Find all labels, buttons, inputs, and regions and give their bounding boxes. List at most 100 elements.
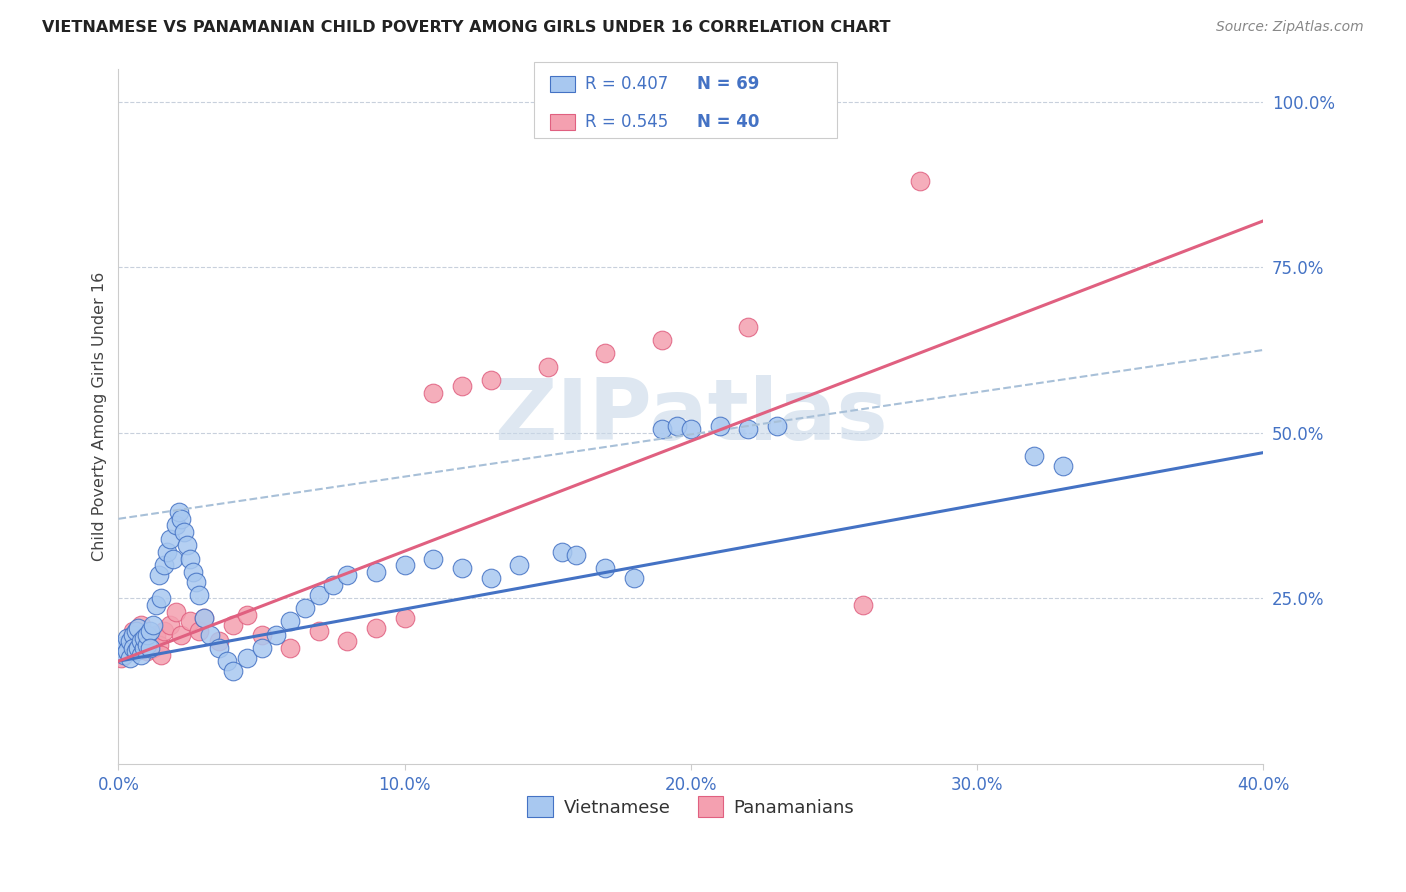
Point	[139, 640, 162, 655]
Point	[737, 422, 759, 436]
Point	[124, 624, 146, 639]
Point	[121, 628, 143, 642]
Point	[159, 532, 181, 546]
Point	[165, 518, 187, 533]
Point	[479, 571, 502, 585]
Text: ZIPatlas: ZIPatlas	[494, 375, 887, 458]
Point	[136, 644, 159, 658]
Point	[162, 551, 184, 566]
Point	[131, 617, 153, 632]
Point	[115, 644, 138, 658]
Point	[508, 558, 530, 573]
Point	[193, 611, 215, 625]
Text: R = 0.545: R = 0.545	[585, 112, 668, 130]
Point	[110, 651, 132, 665]
Point	[278, 615, 301, 629]
Point	[150, 591, 173, 606]
Point	[198, 628, 221, 642]
Point	[121, 640, 143, 655]
Point	[537, 359, 560, 374]
Point	[679, 422, 702, 436]
Point	[250, 628, 273, 642]
Text: R = 0.407: R = 0.407	[585, 75, 668, 93]
Point	[651, 333, 673, 347]
Point	[565, 548, 588, 562]
Point	[127, 628, 149, 642]
Text: N = 40: N = 40	[697, 112, 759, 130]
Point	[551, 545, 574, 559]
Point	[187, 588, 209, 602]
Point	[308, 624, 330, 639]
Point	[173, 524, 195, 539]
Point	[479, 373, 502, 387]
Point	[112, 638, 135, 652]
Point	[422, 386, 444, 401]
Point	[121, 624, 143, 639]
Point	[336, 568, 359, 582]
Point	[264, 628, 287, 642]
Point	[593, 561, 616, 575]
Point	[336, 634, 359, 648]
Point	[250, 640, 273, 655]
Point	[651, 422, 673, 436]
Point	[236, 651, 259, 665]
Point	[124, 644, 146, 658]
Point	[364, 621, 387, 635]
Point	[187, 624, 209, 639]
Point	[148, 638, 170, 652]
Point	[1052, 458, 1074, 473]
Point	[150, 648, 173, 662]
Point	[156, 545, 179, 559]
Point	[193, 611, 215, 625]
Point	[112, 640, 135, 655]
Point	[118, 651, 141, 665]
Point	[134, 631, 156, 645]
Point	[222, 617, 245, 632]
Text: VIETNAMESE VS PANAMANIAN CHILD POVERTY AMONG GIRLS UNDER 16 CORRELATION CHART: VIETNAMESE VS PANAMANIAN CHILD POVERTY A…	[42, 20, 890, 35]
Point	[112, 648, 135, 662]
Point	[159, 617, 181, 632]
Point	[139, 624, 162, 639]
Point	[422, 551, 444, 566]
Text: N = 69: N = 69	[697, 75, 759, 93]
Point	[308, 588, 330, 602]
Point	[364, 565, 387, 579]
Point	[131, 634, 153, 648]
Point	[153, 558, 176, 573]
Point	[908, 174, 931, 188]
Point	[394, 558, 416, 573]
Point	[148, 568, 170, 582]
Point	[139, 634, 162, 648]
Point	[142, 640, 165, 655]
Point	[134, 640, 156, 655]
Point	[181, 565, 204, 579]
Point	[294, 601, 316, 615]
Point	[1024, 449, 1046, 463]
Point	[134, 631, 156, 645]
Point	[665, 419, 688, 434]
Point	[278, 640, 301, 655]
Point	[207, 634, 229, 648]
Point	[127, 621, 149, 635]
Point	[623, 571, 645, 585]
Point	[179, 615, 201, 629]
Point	[737, 319, 759, 334]
Point	[145, 598, 167, 612]
Point	[167, 505, 190, 519]
Point	[118, 634, 141, 648]
Point	[322, 578, 344, 592]
Point	[217, 654, 239, 668]
Y-axis label: Child Poverty Among Girls Under 16: Child Poverty Among Girls Under 16	[93, 271, 107, 561]
Point	[153, 624, 176, 639]
Point	[765, 419, 787, 434]
Point	[236, 607, 259, 622]
Point	[184, 574, 207, 589]
Point	[118, 634, 141, 648]
Point	[145, 628, 167, 642]
Point	[852, 598, 875, 612]
Point	[142, 617, 165, 632]
Point	[709, 419, 731, 434]
Point	[115, 631, 138, 645]
Point	[124, 638, 146, 652]
Point	[222, 664, 245, 678]
